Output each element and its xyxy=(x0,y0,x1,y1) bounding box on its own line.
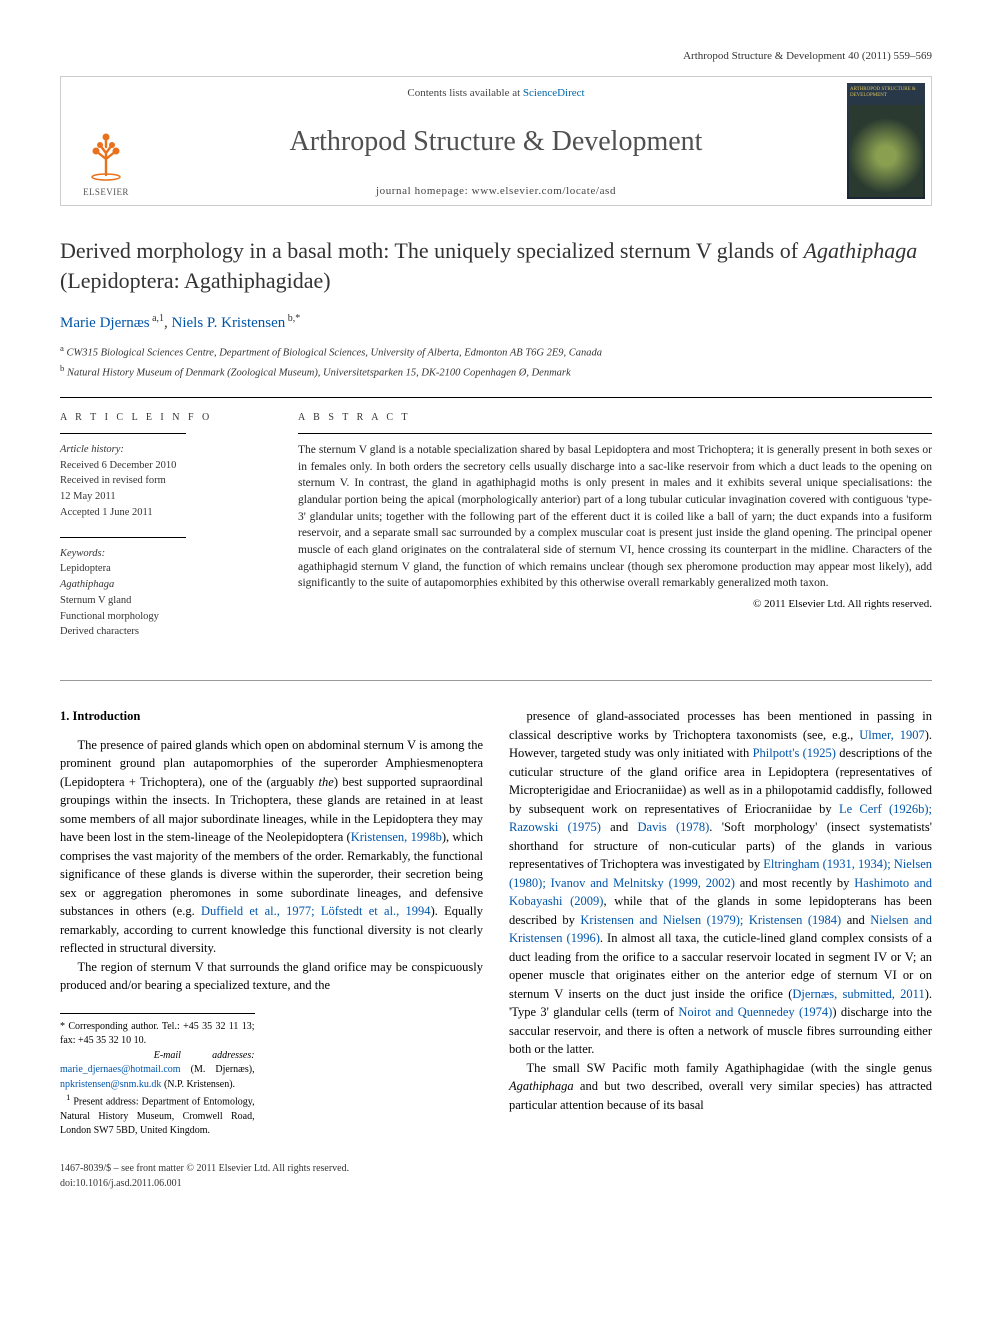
history-line: 12 May 2011 xyxy=(60,491,116,502)
present-address-note: 1 Present address: Department of Entomol… xyxy=(60,1092,255,1139)
article-history: Article history: Received 6 December 201… xyxy=(60,442,270,521)
front-matter-line: 1467-8039/$ – see front matter © 2011 El… xyxy=(60,1161,932,1176)
journal-homepage-line: journal homepage: www.elsevier.com/locat… xyxy=(155,185,837,197)
abstract-heading: A B S T R A C T xyxy=(298,412,932,423)
email-addresses: E-mail addresses: marie_djernaes@hotmail… xyxy=(60,1049,255,1093)
contents-available-line: Contents lists available at ScienceDirec… xyxy=(155,87,837,99)
body-paragraph: presence of gland-associated processes h… xyxy=(509,707,932,1059)
affiliations: a CW315 Biological Sciences Centre, Depa… xyxy=(60,342,932,381)
homepage-url: www.elsevier.com/locate/asd xyxy=(472,185,616,197)
keyword: Agathiphaga xyxy=(60,579,114,590)
sciencedirect-link[interactable]: ScienceDirect xyxy=(523,87,585,99)
cover-title: ARTHROPOD STRUCTURE & DEVELOPMENT xyxy=(847,83,925,103)
keywords-block: Keywords: Lepidoptera Agathiphaga Sternu… xyxy=(60,546,270,641)
body-paragraph: The presence of paired glands which open… xyxy=(60,736,483,958)
keyword: Functional morphology xyxy=(60,611,159,622)
publisher-logo-block: ELSEVIER xyxy=(61,77,151,205)
cover-image-icon xyxy=(849,105,923,197)
divider-info xyxy=(60,433,186,434)
journal-banner: ELSEVIER Contents lists available at Sci… xyxy=(60,76,932,206)
journal-cover-thumb: ARTHROPOD STRUCTURE & DEVELOPMENT xyxy=(841,77,931,205)
history-line: Accepted 1 June 2011 xyxy=(60,507,153,518)
body-paragraph: The small SW Pacific moth family Agathip… xyxy=(509,1059,932,1115)
keywords-label: Keywords: xyxy=(60,548,105,559)
history-line: Received in revised form xyxy=(60,475,166,486)
keyword: Derived characters xyxy=(60,626,139,637)
article-title: Derived morphology in a basal moth: The … xyxy=(60,236,932,295)
doi-line: doi:10.1016/j.asd.2011.06.001 xyxy=(60,1176,932,1191)
history-label: Article history: xyxy=(60,444,124,455)
divider-keywords xyxy=(60,537,186,538)
publisher-name: ELSEVIER xyxy=(83,187,129,197)
homepage-prefix: journal homepage: xyxy=(376,185,472,197)
author-list: Marie Djernæs a,1, Niels P. Kristensen b… xyxy=(60,313,932,332)
body-text: 1. Introduction The presence of paired g… xyxy=(60,707,932,1139)
running-header: Arthropod Structure & Development 40 (20… xyxy=(60,50,932,62)
abstract-column: A B S T R A C T The sternum V gland is a… xyxy=(298,412,932,656)
author-email-link[interactable]: marie_djernaes@hotmail.com xyxy=(60,1064,181,1075)
affiliation-a: a CW315 Biological Sciences Centre, Depa… xyxy=(60,342,932,361)
corresponding-author-note: * Corresponding author. Tel.: +45 35 32 … xyxy=(60,1020,255,1049)
footnotes: * Corresponding author. Tel.: +45 35 32 … xyxy=(60,1013,255,1139)
keyword: Sternum V gland xyxy=(60,595,131,606)
contents-prefix: Contents lists available at xyxy=(407,87,522,99)
section-1-heading: 1. Introduction xyxy=(60,707,483,726)
article-info-column: A R T I C L E I N F O Article history: R… xyxy=(60,412,270,656)
history-line: Received 6 December 2010 xyxy=(60,460,176,471)
divider-body xyxy=(60,680,932,681)
article-info-heading: A R T I C L E I N F O xyxy=(60,412,270,423)
abstract-text: The sternum V gland is a notable special… xyxy=(298,442,932,592)
affiliation-b: b Natural History Museum of Denmark (Zoo… xyxy=(60,362,932,381)
elsevier-tree-icon xyxy=(76,125,136,185)
divider-abstract xyxy=(298,433,932,434)
keyword: Lepidoptera xyxy=(60,563,111,574)
body-paragraph: The region of sternum V that surrounds t… xyxy=(60,958,483,995)
front-matter-footer: 1467-8039/$ – see front matter © 2011 El… xyxy=(60,1161,932,1191)
journal-name: Arthropod Structure & Development xyxy=(155,126,837,158)
author-email-link[interactable]: npkristensen@snm.ku.dk xyxy=(60,1079,161,1090)
abstract-copyright: © 2011 Elsevier Ltd. All rights reserved… xyxy=(298,598,932,610)
